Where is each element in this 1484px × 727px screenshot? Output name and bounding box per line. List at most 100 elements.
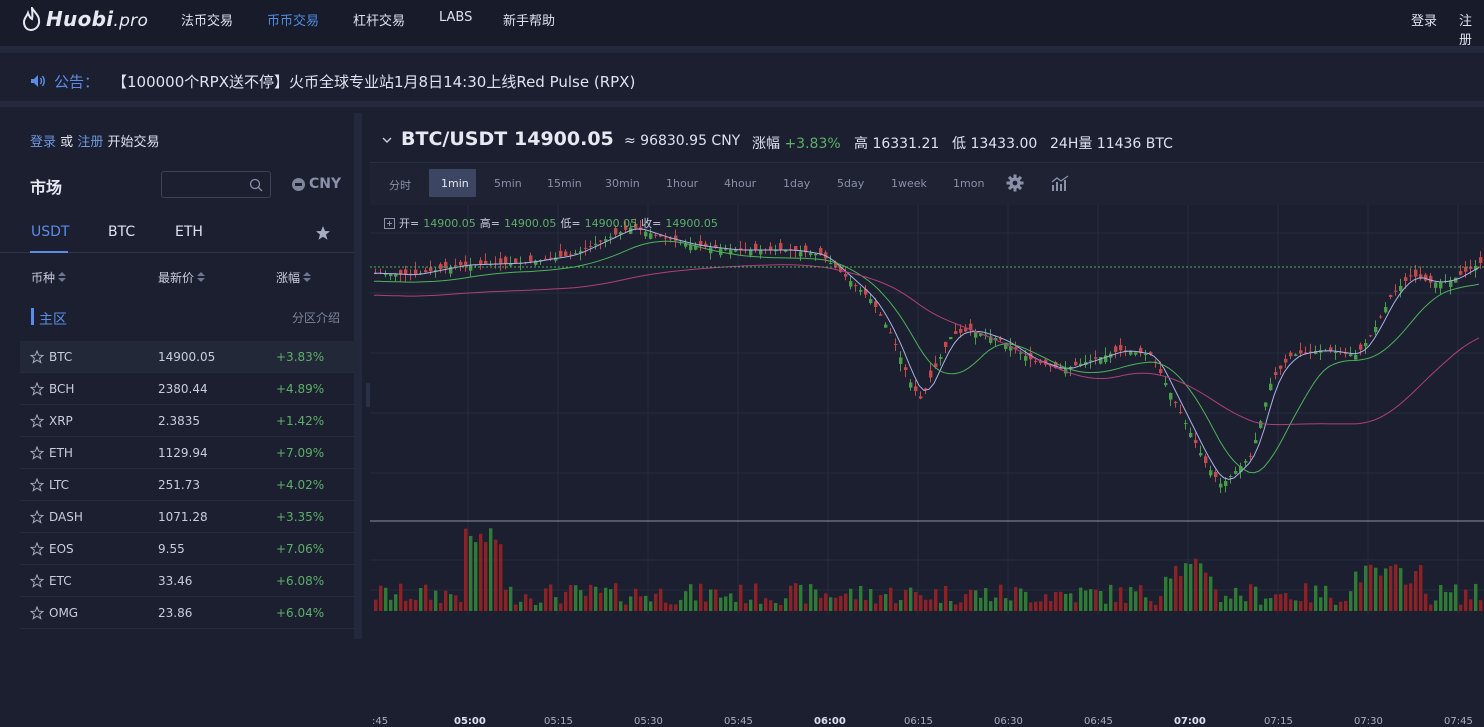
nav-margin-trade[interactable]: 杠杆交易 xyxy=(353,14,406,29)
favorite-star-icon[interactable] xyxy=(30,478,44,492)
market-row-eth[interactable]: ETH 1129.94 +7.09% xyxy=(20,437,356,469)
nav-coin-trade[interactable]: 币币交易 xyxy=(267,14,320,29)
favorite-star-icon[interactable] xyxy=(30,606,44,620)
interval-5day[interactable]: 5day xyxy=(837,177,865,190)
volume-bar xyxy=(974,590,978,611)
candle-body xyxy=(1294,354,1298,357)
interval-1min[interactable]: 1min xyxy=(441,177,469,190)
volume-bar xyxy=(634,588,638,611)
candle-body xyxy=(724,249,728,251)
candle-body xyxy=(1074,361,1078,366)
legend-toggle-icon[interactable] xyxy=(384,217,395,229)
interval-toolbar: 分时 1min 5min 15min 30min 1hour 4hour 1da… xyxy=(370,164,1484,205)
tab-btc[interactable]: BTC xyxy=(108,224,136,240)
candle-body xyxy=(1214,471,1218,477)
volume-bar xyxy=(1204,572,1208,611)
tab-eth[interactable]: ETH xyxy=(175,224,203,240)
volume-bar xyxy=(489,528,493,611)
candle-body xyxy=(1384,307,1388,313)
register-link[interactable]: 注册 xyxy=(1459,14,1473,48)
interval-1week[interactable]: 1week xyxy=(891,177,927,190)
kline-chart[interactable]: 开= 14900.05 高= 14900.05 低= 14900.05 收= 14900… xyxy=(370,205,1484,727)
market-row-omg[interactable]: OMG 23.86 +6.04% xyxy=(20,597,356,629)
tab-usdt[interactable]: USDT xyxy=(31,224,70,240)
market-row-eos[interactable]: EOS 9.55 +7.06% xyxy=(20,533,356,565)
favorite-star-icon[interactable] xyxy=(30,382,44,396)
volume-bar xyxy=(554,597,558,611)
market-search-input[interactable] xyxy=(161,171,271,198)
gear-icon[interactable] xyxy=(1006,174,1024,192)
volume-bar xyxy=(1299,601,1303,611)
market-row-etc[interactable]: ETC 33.46 +6.08% xyxy=(20,565,356,597)
volume-bar xyxy=(439,603,443,611)
volume-bar xyxy=(1174,565,1178,611)
interval-5min[interactable]: 5min xyxy=(494,177,522,190)
favorite-star-icon[interactable] xyxy=(30,446,44,460)
market-row-xrp[interactable]: XRP 2.3835 +1.42% xyxy=(20,405,356,437)
column-change[interactable]: 涨幅 xyxy=(276,269,312,286)
favorite-star-icon[interactable] xyxy=(30,542,44,556)
candle-body xyxy=(1304,352,1308,354)
favorite-star-icon[interactable] xyxy=(30,510,44,524)
interval-timeline[interactable]: 分时 xyxy=(389,179,411,192)
column-price[interactable]: 最新价 xyxy=(158,269,206,286)
candle-body xyxy=(1429,275,1433,283)
candle-body xyxy=(799,251,803,257)
volume-bar xyxy=(1294,600,1298,611)
sidebar-register-link[interactable]: 注册 xyxy=(77,135,104,150)
market-row-dash[interactable]: DASH 1071.28 +3.35% xyxy=(20,501,356,533)
market-row-bch[interactable]: BCH 2380.44 +4.89% xyxy=(20,373,356,405)
chevron-down-icon[interactable] xyxy=(382,137,392,143)
volume-bar xyxy=(1384,568,1388,611)
interval-4hour[interactable]: 4hour xyxy=(724,177,757,190)
currency-toggle[interactable]: CNY xyxy=(292,176,341,192)
volume-bar xyxy=(1009,600,1013,611)
candle-body xyxy=(1404,277,1408,281)
interval-1mon[interactable]: 1mon xyxy=(953,177,985,190)
volume-bar xyxy=(624,604,628,611)
favorite-star-icon[interactable] xyxy=(30,414,44,428)
sidebar-login-link[interactable]: 登录 xyxy=(30,135,57,150)
nav-help[interactable]: 新手帮助 xyxy=(503,14,556,29)
column-symbol[interactable]: 币种 xyxy=(31,269,67,286)
search-icon[interactable] xyxy=(249,178,263,192)
trading-pair[interactable]: BTC/USDT xyxy=(401,128,508,150)
volume-bar xyxy=(644,595,648,611)
candle-body xyxy=(699,241,703,247)
huobi-logo[interactable]: Huobi.pro xyxy=(22,6,148,32)
candle-body xyxy=(1289,352,1293,357)
volume-bar xyxy=(1389,565,1393,611)
volume-bar xyxy=(1339,601,1343,611)
volume-bar xyxy=(559,603,563,611)
volume-bar xyxy=(409,598,413,611)
volume-bar xyxy=(404,600,408,611)
favorites-star-icon[interactable] xyxy=(315,225,331,241)
interval-30min[interactable]: 30min xyxy=(605,177,640,190)
candle-body xyxy=(529,255,533,262)
volume-bar xyxy=(579,590,583,611)
time-axis-label: :45 xyxy=(372,716,389,727)
login-link[interactable]: 登录 xyxy=(1411,14,1438,29)
announcement-text[interactable]: 【100000个RPX送不停】火币全球专业站1月8日14:30上线Red Pul… xyxy=(112,73,636,91)
candle-body xyxy=(954,331,958,334)
volume-bar xyxy=(764,598,768,611)
candle-body xyxy=(1054,361,1058,368)
volume-bar xyxy=(1184,563,1188,611)
nav-fiat-trade[interactable]: 法币交易 xyxy=(181,14,234,29)
volume-bar xyxy=(784,598,788,611)
kline-svg xyxy=(370,205,1484,615)
favorite-star-icon[interactable] xyxy=(30,574,44,588)
candle-body xyxy=(1184,423,1188,424)
interval-15min[interactable]: 15min xyxy=(547,177,582,190)
nav-labs[interactable]: LABS xyxy=(439,10,473,25)
or-text: 或 xyxy=(60,135,74,150)
volume-bar xyxy=(469,535,473,611)
market-row-btc[interactable]: BTC 14900.05 +3.83% xyxy=(20,341,356,373)
interval-1hour[interactable]: 1hour xyxy=(666,177,699,190)
volume-bar xyxy=(524,594,528,611)
zone-intro-link[interactable]: 分区介绍 xyxy=(292,311,341,325)
market-row-ltc[interactable]: LTC 251.73 +4.02% xyxy=(20,469,356,501)
interval-1day[interactable]: 1day xyxy=(783,177,811,190)
indicator-chart-icon[interactable] xyxy=(1051,175,1070,192)
favorite-star-icon[interactable] xyxy=(30,350,44,364)
